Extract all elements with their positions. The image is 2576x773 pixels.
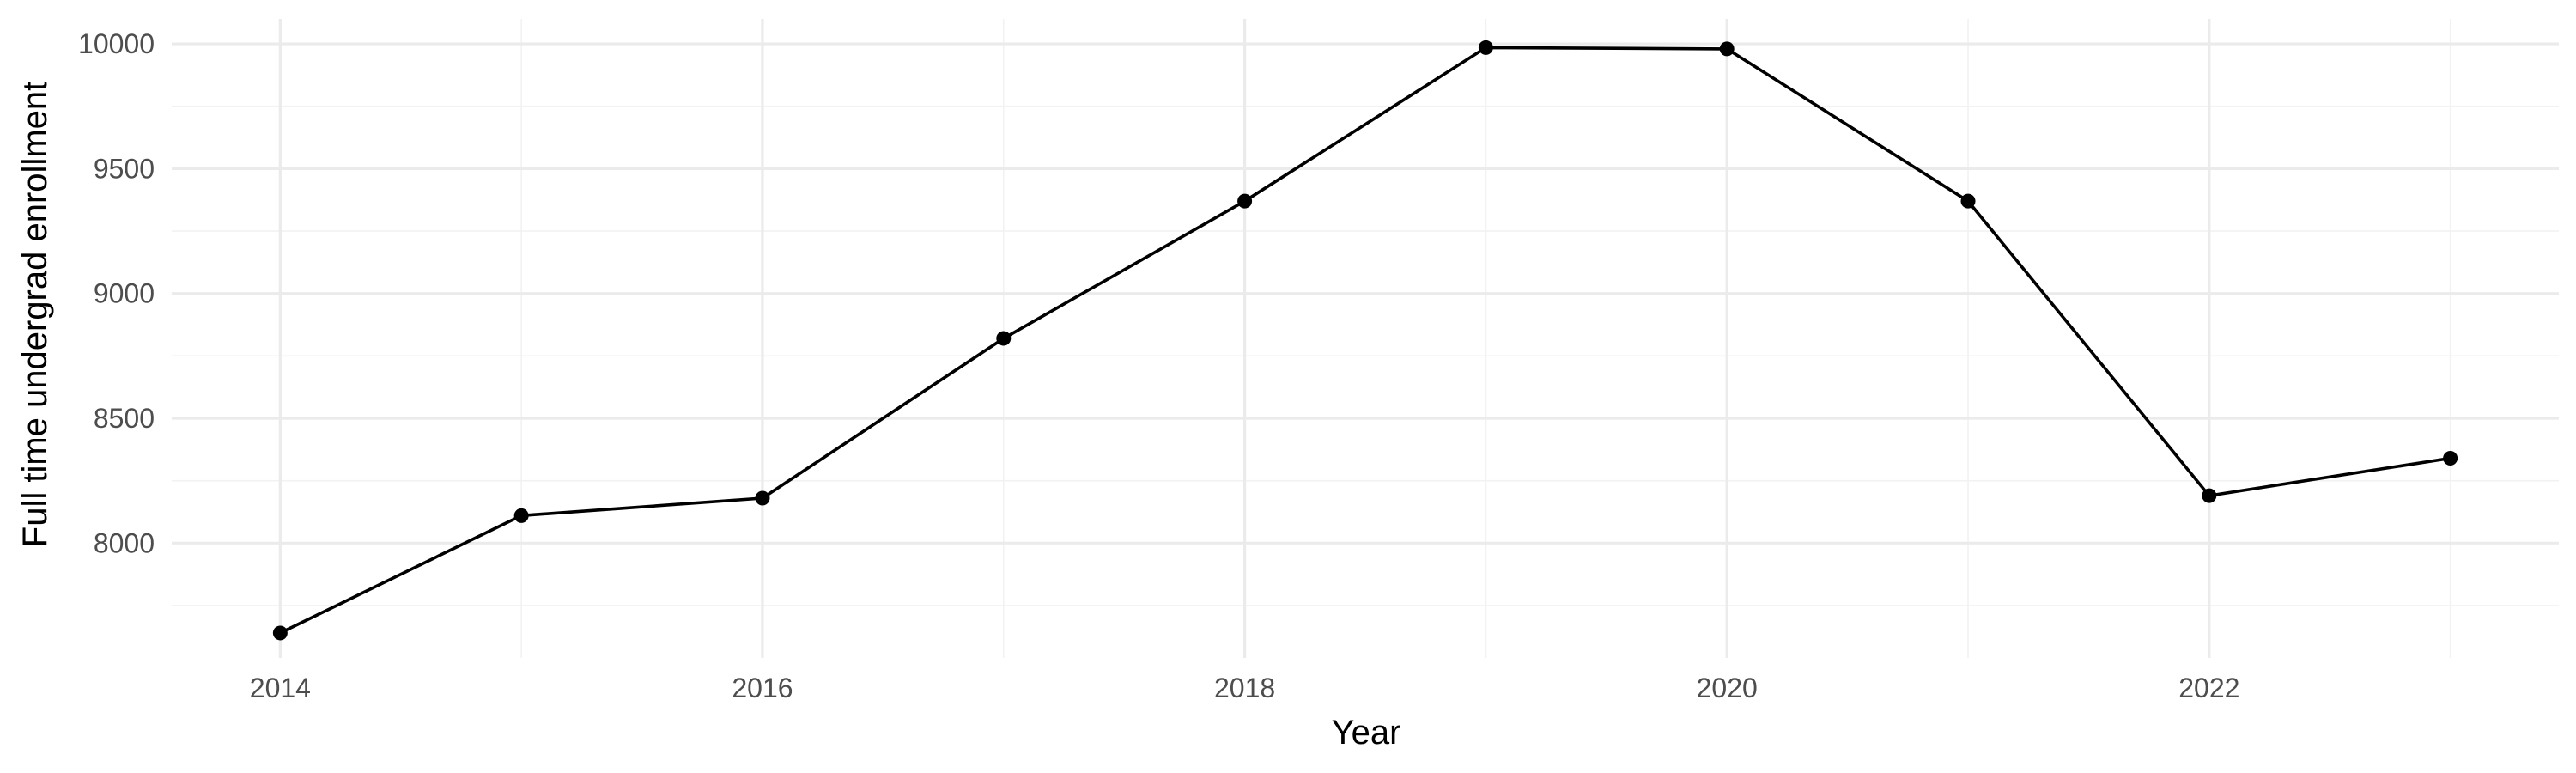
data-point bbox=[755, 490, 770, 506]
series-layer bbox=[279, 46, 2451, 635]
y-tick-label: 10000 bbox=[78, 28, 155, 59]
x-tick-label: 2020 bbox=[1697, 673, 1758, 703]
data-point bbox=[2202, 488, 2217, 503]
y-tick-label: 9500 bbox=[94, 153, 155, 184]
data-point bbox=[513, 508, 529, 523]
data-point bbox=[996, 331, 1012, 346]
data-point bbox=[272, 625, 288, 641]
x-tick-label: 2014 bbox=[250, 673, 311, 703]
series-line bbox=[279, 46, 2451, 635]
data-point bbox=[1237, 193, 1253, 209]
data-point bbox=[1960, 193, 1976, 209]
y-tick-label: 8500 bbox=[94, 403, 155, 434]
y-axis-title: Full time undergrad enrollment bbox=[16, 82, 54, 547]
data-point bbox=[1719, 41, 1735, 57]
y-tick-label: 9000 bbox=[94, 278, 155, 309]
data-point bbox=[1478, 40, 1493, 55]
y-tick-label: 8000 bbox=[94, 527, 155, 558]
x-tick-label: 2022 bbox=[2178, 673, 2239, 703]
x-axis-title: Year bbox=[1332, 714, 1401, 752]
grid bbox=[172, 19, 2559, 658]
x-tick-label: 2016 bbox=[732, 673, 793, 703]
x-tick-label: 2018 bbox=[1214, 673, 1275, 703]
data-point bbox=[2443, 451, 2458, 466]
points-layer bbox=[272, 40, 2458, 641]
tick-labels: 8000 8500 9000 9500 10000 2014 2016 2018 2020 202… bbox=[78, 28, 2239, 703]
